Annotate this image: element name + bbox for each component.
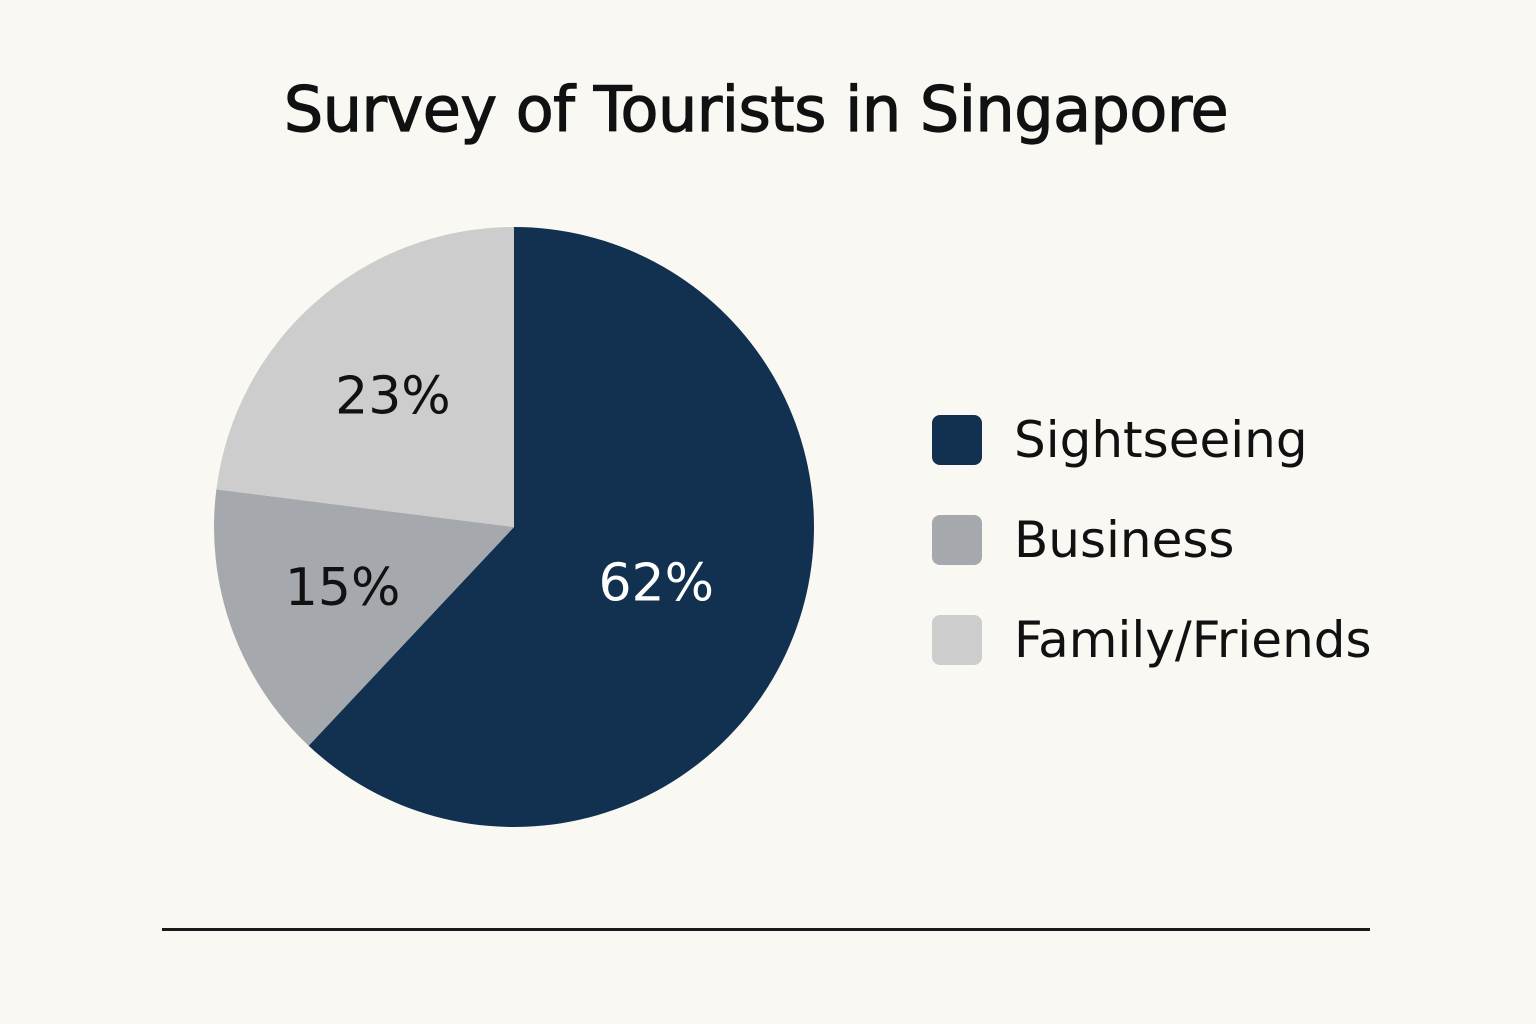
- pie-slice-family-friends: [216, 227, 514, 527]
- divider-line: [162, 928, 1370, 931]
- slice-label-sightseeing: 62%: [598, 553, 714, 613]
- legend-label-family-friends: Family/Friends: [1014, 611, 1372, 669]
- pie-slice-sightseeing: [308, 227, 814, 827]
- legend-swatch-business: [932, 515, 982, 565]
- pie-slice-business: [214, 489, 515, 746]
- chart-title: Survey of Tourists in Singapore: [283, 73, 1229, 146]
- legend-label-business: Business: [1014, 511, 1235, 569]
- legend-swatch-family-friends: [932, 615, 982, 665]
- slice-label-business: 15%: [285, 558, 401, 618]
- legend-swatch-sightseeing: [932, 415, 982, 465]
- legend-label-sightseeing: Sightseeing: [1014, 411, 1308, 469]
- slice-label-family-friends: 23%: [335, 366, 451, 426]
